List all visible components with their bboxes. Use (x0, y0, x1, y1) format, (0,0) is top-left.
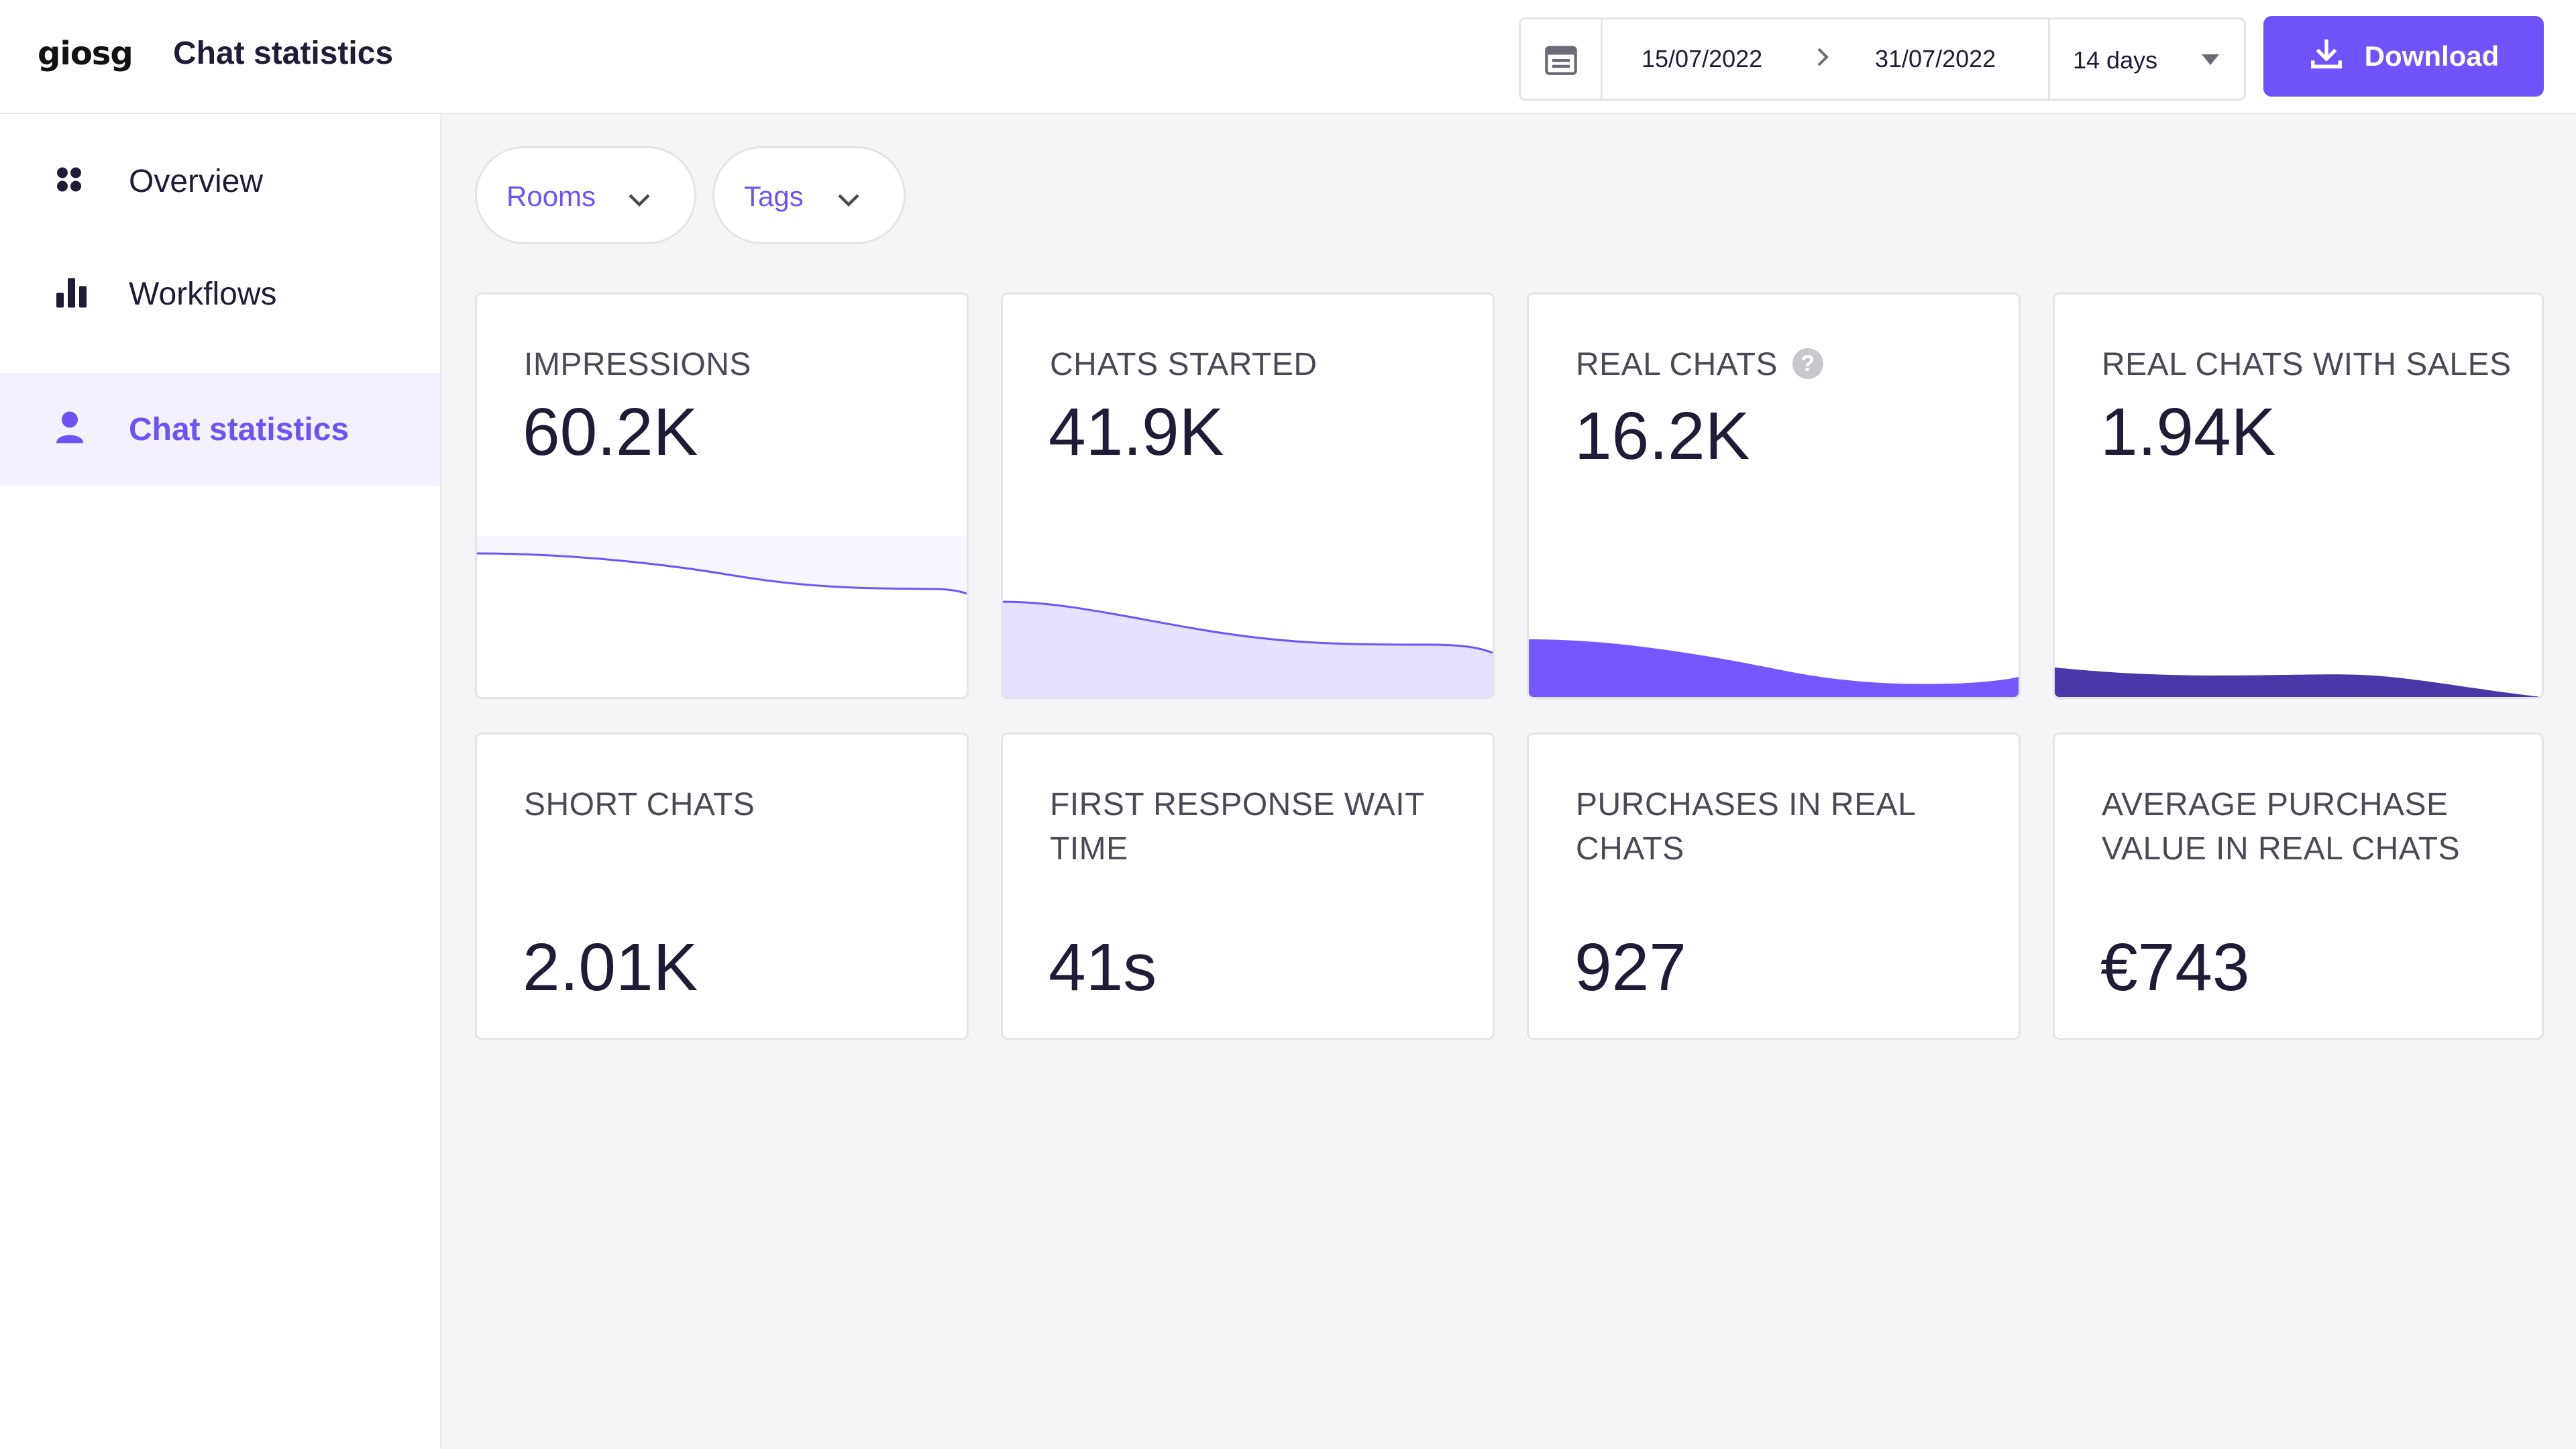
metric-title: FIRST RESPONSE WAIT TIME (1050, 783, 1466, 871)
start-date[interactable]: 15/07/2022 (1642, 45, 1762, 73)
real-chats-with-sales-sparkline (2055, 496, 2542, 697)
tags-filter[interactable]: Tags (712, 146, 906, 244)
metric-card-real-chats-with-sales[interactable]: REAL CHATS WITH SALES 1.94K (2053, 292, 2544, 699)
metric-title: AVERAGE PURCHASE VALUE IN REAL CHATS (2102, 783, 2515, 871)
metric-card-impressions[interactable]: IMPRESSIONS 60.2K (475, 292, 969, 699)
metric-title: REAL CHATS (1576, 347, 1778, 382)
caret-down-icon (2200, 53, 2220, 71)
chats-started-sparkline (1003, 496, 1493, 697)
sidebar: Overview Workflows Chat statistics (0, 114, 441, 1449)
sidebar-item-chat-statistics[interactable]: Chat statistics (0, 373, 440, 486)
bar-chart-icon (55, 276, 89, 313)
rooms-filter-label: Rooms (506, 180, 596, 213)
download-icon (2308, 35, 2345, 78)
download-label: Download (2365, 40, 2500, 72)
metric-title: CHATS STARTED (1050, 343, 1466, 387)
metric-card-purchases-in-real-chats[interactable]: PURCHASES IN REAL CHATS 927 (1527, 733, 2021, 1040)
metric-value: 41.9K (1049, 394, 1224, 471)
date-range-picker[interactable]: 15/07/2022 31/07/2022 14 days (1519, 17, 2246, 101)
calendar-icon[interactable] (1521, 19, 1603, 99)
rooms-filter[interactable]: Rooms (475, 146, 696, 244)
metric-title: REAL CHATS WITH SALES (2102, 343, 2515, 387)
metric-value: 60.2K (523, 394, 698, 471)
metric-card-average-purchase-value[interactable]: AVERAGE PURCHASE VALUE IN REAL CHATS €74… (2053, 733, 2544, 1040)
metric-card-chats-started[interactable]: CHATS STARTED 41.9K (1001, 292, 1495, 699)
metric-value: 41s (1049, 929, 1157, 1006)
metric-title: PURCHASES IN REAL CHATS (1576, 783, 1992, 871)
download-button[interactable]: Download (2263, 16, 2544, 97)
sidebar-item-label: Chat statistics (129, 411, 349, 448)
giosg-logo[interactable]: giosg (38, 35, 133, 72)
metric-title: SHORT CHATS (524, 783, 940, 827)
user-icon (55, 411, 85, 448)
chevron-right-icon (1815, 42, 1832, 75)
end-date[interactable]: 31/07/2022 (1875, 45, 1996, 73)
grid-dots-icon (55, 166, 83, 197)
sidebar-item-workflows[interactable]: Workflows (0, 237, 440, 350)
sidebar-item-label: Overview (129, 163, 263, 200)
metric-card-real-chats[interactable]: REAL CHATS? 16.2K (1527, 292, 2021, 699)
range-select[interactable]: 14 days (2048, 19, 2244, 99)
impressions-sparkline (477, 496, 967, 697)
tags-filter-label: Tags (744, 180, 804, 213)
chevron-down-icon (835, 186, 862, 218)
help-icon[interactable]: ? (1792, 348, 1823, 379)
metric-title: IMPRESSIONS (524, 343, 940, 387)
sidebar-item-label: Workflows (129, 276, 276, 313)
metric-value: €743 (2100, 929, 2249, 1006)
metric-title-row: REAL CHATS? (1576, 343, 1992, 387)
top-bar: giosg Chat statistics 15/07/2022 31/07/2… (0, 0, 2576, 114)
metric-card-first-response-wait-time[interactable]: FIRST RESPONSE WAIT TIME 41s (1001, 733, 1495, 1040)
sidebar-item-overview[interactable]: Overview (0, 125, 440, 237)
chevron-down-icon (626, 186, 653, 218)
range-label: 14 days (2073, 46, 2157, 74)
metric-value: 927 (1574, 929, 1686, 1006)
metric-value: 16.2K (1574, 398, 1750, 475)
page-title: Chat statistics (173, 35, 393, 72)
metric-value: 1.94K (2100, 394, 2275, 471)
real-chats-sparkline (1529, 496, 2019, 697)
metric-value: 2.01K (523, 929, 698, 1006)
metric-card-short-chats[interactable]: SHORT CHATS 2.01K (475, 733, 969, 1040)
